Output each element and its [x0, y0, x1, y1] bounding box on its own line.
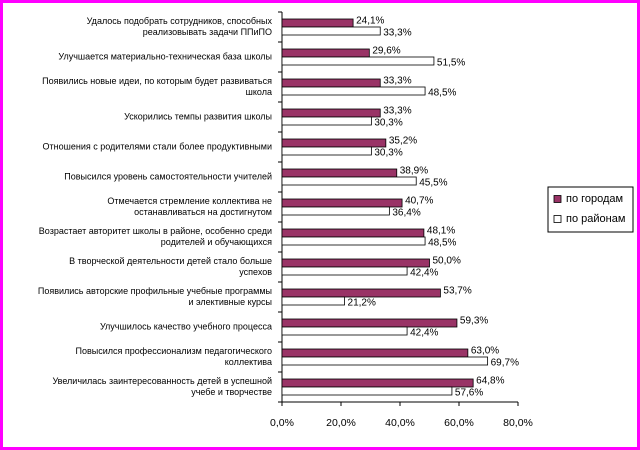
category-label: Отмечается стремление коллектива не — [107, 196, 272, 206]
bar — [281, 386, 453, 396]
bar — [281, 236, 426, 246]
value-label: 30,3% — [374, 148, 402, 159]
value-label: 33,3% — [383, 76, 411, 87]
value-label: 33,3% — [383, 106, 411, 117]
category-label: Удалось подобрать сотрудников, способных — [87, 16, 273, 26]
legend-label: по районам — [566, 213, 625, 225]
value-label: 69,7% — [491, 358, 519, 369]
bar — [281, 296, 345, 306]
bar — [281, 176, 417, 186]
bar — [281, 138, 387, 148]
category-label: Увеличилась заинтересованность детей в у… — [52, 376, 272, 386]
x-tick-label: 40,0% — [385, 417, 415, 429]
legend-label: по городам — [566, 193, 623, 205]
x-tick-label: 0,0% — [270, 417, 294, 429]
bar — [281, 318, 458, 328]
value-label: 64,8% — [476, 376, 504, 387]
category-label: родителей и обучающихся — [161, 237, 272, 247]
bar — [281, 228, 425, 238]
bar — [281, 78, 381, 88]
value-label: 30,3% — [374, 118, 402, 129]
bar — [281, 288, 441, 298]
bar — [281, 146, 372, 156]
bar — [281, 378, 474, 388]
value-label: 53,7% — [443, 286, 471, 297]
value-label: 42,4% — [410, 268, 438, 279]
legend-swatch — [553, 215, 562, 223]
x-tick-label: 80,0% — [503, 417, 533, 429]
bar — [281, 206, 390, 216]
bar — [281, 116, 372, 126]
bar — [281, 56, 435, 66]
legend-box — [547, 186, 634, 233]
category-label: Улучшается материально-техническая база … — [58, 51, 272, 61]
category-label: останавливаться на достигнутом — [134, 207, 272, 217]
bar — [281, 18, 354, 28]
category-label: В творческой деятельности детей стало бо… — [69, 256, 272, 266]
legend-swatch — [553, 195, 562, 203]
category-label: и элективные курсы — [188, 297, 272, 307]
value-label: 50,0% — [433, 256, 461, 267]
x-tick-label: 20,0% — [326, 417, 356, 429]
value-label: 48,5% — [428, 88, 456, 99]
category-label: реализовывать задачи ППиПО — [143, 27, 272, 37]
category-label: Возрастает авторитет школы в районе, осо… — [39, 226, 272, 236]
category-label: школа — [246, 87, 272, 97]
value-label: 42,4% — [410, 328, 438, 339]
category-label: Ускорились темпы развития школы — [124, 111, 272, 121]
category-label: Появились авторские профильные учебные п… — [38, 286, 272, 296]
bar — [281, 48, 370, 58]
value-label: 40,7% — [405, 196, 433, 207]
value-label: 38,9% — [400, 166, 428, 177]
value-label: 57,6% — [455, 388, 483, 399]
value-label: 48,5% — [428, 238, 456, 249]
category-label: Повысился уровень самостоятельности учит… — [64, 171, 272, 181]
value-label: 35,2% — [389, 136, 417, 147]
category-label: успехов — [239, 267, 272, 277]
bar — [281, 168, 398, 178]
value-label: 33,3% — [383, 28, 411, 39]
bar — [281, 198, 403, 208]
category-label: Отношения с родителями стали более проду… — [43, 141, 272, 151]
value-label: 48,1% — [427, 226, 455, 237]
value-label: 63,0% — [471, 346, 499, 357]
bar — [281, 108, 381, 118]
value-label: 21,2% — [348, 298, 376, 309]
category-label: Улучшилось качество учебного процесса — [100, 321, 272, 331]
bar — [281, 356, 489, 366]
value-label: 24,1% — [356, 16, 384, 27]
bar — [281, 266, 408, 276]
category-label: учебе и творчестве — [191, 387, 272, 397]
bar — [281, 348, 469, 358]
bar — [281, 26, 381, 36]
x-tick-label: 60,0% — [444, 417, 474, 429]
value-label: 29,6% — [372, 46, 400, 57]
category-label: Повысился профессионализм педагогическог… — [76, 346, 272, 356]
value-label: 45,5% — [419, 178, 447, 189]
category-label: Появились новые идеи, по которым будет р… — [42, 76, 272, 86]
value-label: 51,5% — [437, 58, 465, 69]
category-label: коллектива — [225, 357, 272, 367]
value-label: 59,3% — [460, 316, 488, 327]
bar — [281, 258, 430, 268]
value-label: 36,4% — [392, 208, 420, 219]
bar — [281, 86, 426, 96]
bar — [281, 326, 408, 336]
